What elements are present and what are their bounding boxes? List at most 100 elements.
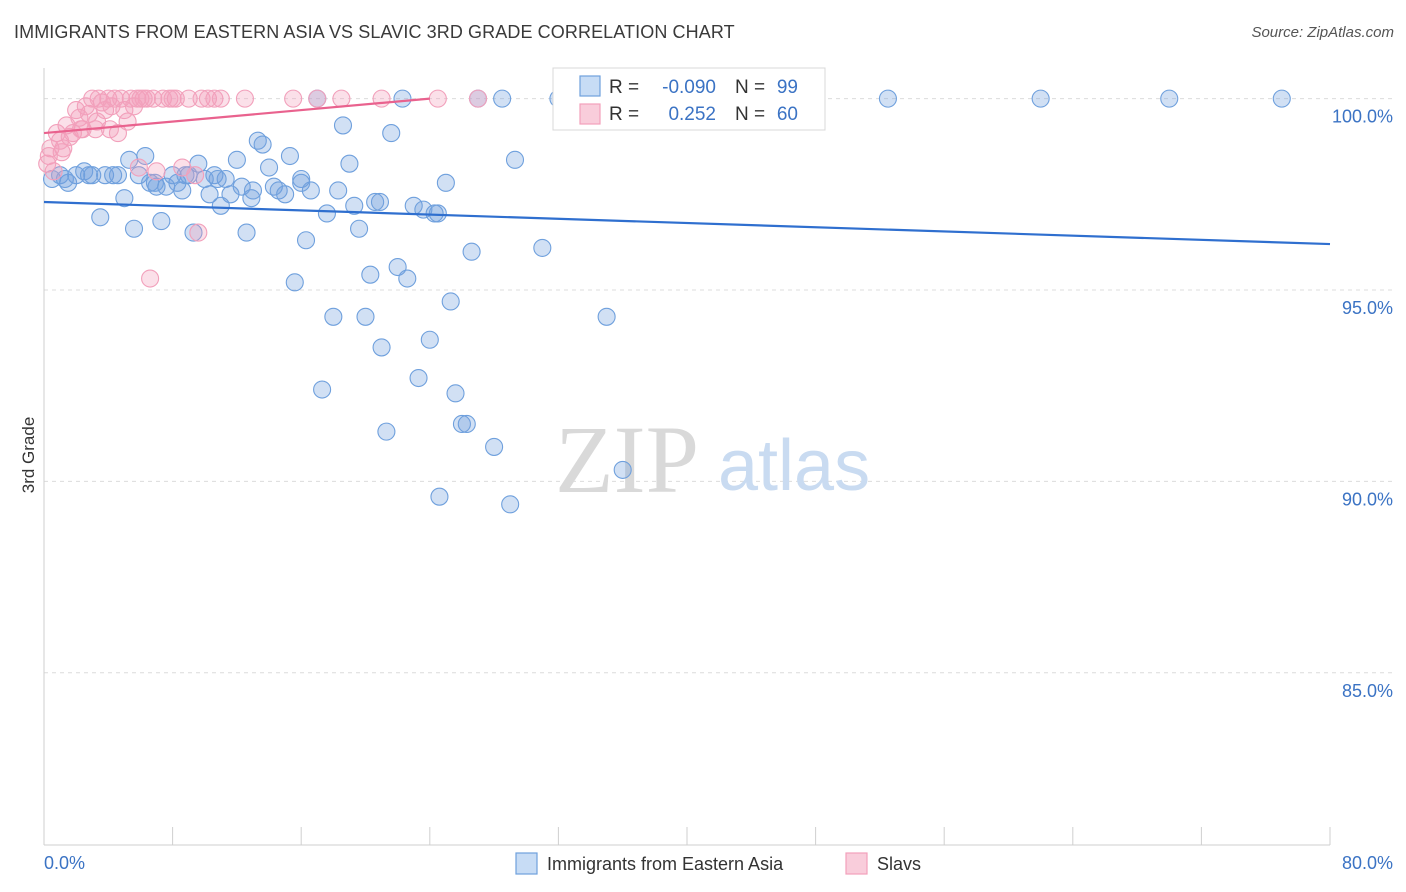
trend-lines — [43, 97, 1331, 246]
series-legend: Immigrants from Eastern Asia Slavs — [515, 852, 921, 875]
point-eastern-asia-91 — [292, 173, 311, 192]
point-eastern-asia-40 — [276, 185, 295, 204]
point-eastern-asia-26 — [200, 185, 219, 204]
point-slavs-2 — [44, 162, 63, 181]
point-eastern-asia-21 — [173, 181, 192, 200]
point-eastern-asia-14 — [136, 146, 155, 166]
point-slavs-58 — [39, 146, 58, 166]
point-slavs-52 — [189, 223, 208, 242]
point-slavs-50 — [428, 89, 447, 108]
point-slavs-31 — [137, 89, 156, 108]
point-eastern-asia-87 — [1031, 89, 1050, 108]
point-eastern-asia-84 — [613, 460, 632, 479]
point-slavs-24 — [115, 101, 134, 120]
point-eastern-asia-48 — [317, 204, 336, 223]
point-eastern-asia-23 — [184, 223, 203, 242]
point-slavs-25 — [118, 112, 137, 131]
point-slavs-46 — [284, 89, 303, 108]
point-eastern-asia-74 — [457, 414, 476, 434]
point-eastern-asia-65 — [409, 368, 428, 388]
point-eastern-asia-88 — [1160, 89, 1179, 108]
point-slavs-40 — [186, 166, 205, 185]
point-slavs-33 — [144, 89, 163, 108]
point-eastern-asia-86 — [878, 89, 897, 108]
point-eastern-asia-6 — [91, 208, 110, 227]
point-eastern-asia-53 — [345, 196, 364, 215]
bottom-legend-label-blue: Immigrants from Eastern Asia — [547, 854, 784, 874]
point-eastern-asia-69 — [430, 487, 449, 506]
point-eastern-asia-62 — [393, 89, 412, 108]
point-slavs-57 — [100, 120, 119, 139]
stats-legend: R = -0.090 N = 99 R = 0.252 N = 60 — [552, 67, 826, 131]
legend-n-value-1: 99 — [777, 77, 798, 98]
point-eastern-asia-80 — [505, 150, 525, 169]
point-eastern-asia-71 — [441, 292, 460, 311]
point-eastern-asia-41 — [280, 146, 299, 166]
legend-n-label-1: N = — [735, 77, 765, 98]
y-tick-labels: 100.0% 95.0% 90.0% 85.0% — [1332, 107, 1393, 701]
point-eastern-asia-75 — [462, 242, 481, 261]
point-eastern-asia-72 — [446, 384, 465, 403]
point-eastern-asia-33 — [237, 223, 256, 242]
bottom-legend-label-pink: Slavs — [877, 854, 921, 874]
point-eastern-asia-50 — [329, 181, 348, 200]
point-slavs-43 — [205, 89, 224, 108]
point-eastern-asia-83 — [597, 307, 616, 326]
point-eastern-asia-34 — [242, 189, 261, 208]
point-slavs-44 — [211, 89, 230, 108]
point-eastern-asia-90 — [428, 204, 447, 223]
point-eastern-asia-96 — [208, 169, 227, 189]
point-eastern-asia-44 — [296, 231, 316, 250]
point-eastern-asia-57 — [366, 192, 385, 212]
point-slavs-45 — [235, 89, 254, 108]
trend-line-eastern-asia — [43, 200, 1331, 246]
trend-line-slavs — [43, 97, 430, 135]
y-tick-label-3: 85.0% — [1342, 681, 1393, 701]
point-eastern-asia-98 — [370, 192, 390, 212]
chart-title: IMMIGRANTS FROM EASTERN ASIA VS SLAVIC 3… — [14, 22, 735, 42]
point-slavs-41 — [192, 89, 211, 108]
point-eastern-asia-36 — [253, 135, 272, 154]
legend-n-value-2: 60 — [777, 104, 798, 125]
point-eastern-asia-54 — [350, 219, 369, 238]
y-axis-title: 3rd Grade — [19, 417, 38, 494]
point-eastern-asia-31 — [227, 150, 246, 169]
point-slavs-1 — [41, 139, 60, 158]
point-eastern-asia-10 — [115, 189, 134, 208]
point-eastern-asia-70 — [436, 173, 455, 192]
y-tick-label-1: 95.0% — [1342, 298, 1393, 318]
legend-r-label-2: R = — [609, 104, 639, 125]
point-slavs-42 — [198, 89, 218, 108]
point-slavs-0 — [38, 154, 57, 173]
point-eastern-asia-49 — [324, 307, 343, 326]
point-eastern-asia-59 — [377, 422, 396, 441]
point-eastern-asia-67 — [420, 330, 439, 349]
x-tick-min: 0.0% — [44, 853, 85, 873]
scatter-points — [38, 89, 1291, 514]
point-eastern-asia-73 — [452, 414, 472, 434]
point-slavs-32 — [141, 269, 160, 288]
point-eastern-asia-17 — [152, 212, 171, 231]
point-eastern-asia-55 — [356, 307, 375, 326]
point-eastern-asia-63 — [398, 269, 417, 288]
point-slavs-39 — [179, 89, 198, 108]
legend-n-label-2: N = — [735, 104, 765, 125]
legend-swatch-blue — [579, 75, 601, 97]
legend-r-label-1: R = — [609, 77, 639, 98]
point-eastern-asia-42 — [285, 273, 304, 292]
x-tick-max: 80.0% — [1342, 853, 1393, 873]
point-eastern-asia-52 — [340, 154, 359, 173]
axes — [43, 68, 1331, 846]
point-slavs-14 — [83, 89, 102, 108]
point-eastern-asia-45 — [301, 181, 320, 200]
legend-swatch-pink — [579, 103, 601, 125]
point-eastern-asia-12 — [124, 219, 144, 238]
point-eastern-asia-78 — [493, 89, 512, 108]
point-eastern-asia-47 — [313, 380, 332, 399]
point-eastern-asia-89 — [1272, 89, 1291, 108]
watermark-atlas: atlas — [718, 426, 870, 506]
point-eastern-asia-58 — [372, 338, 391, 357]
point-slavs-51 — [468, 89, 488, 108]
point-eastern-asia-60 — [382, 124, 401, 143]
